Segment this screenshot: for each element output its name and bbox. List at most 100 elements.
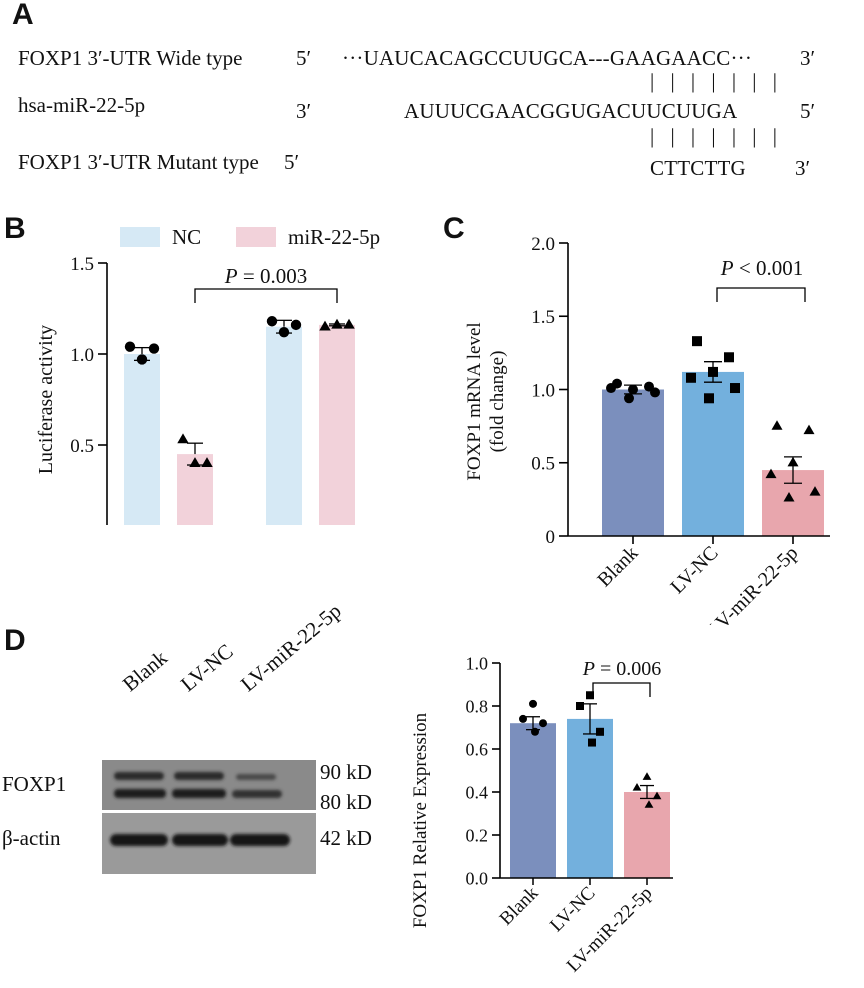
wildtype-sequence: ···UAUCACAGCCUUGCA---GAAGAACC··· xyxy=(342,46,753,70)
marker-90kd: 90 kD xyxy=(320,760,372,784)
data-point xyxy=(644,800,654,808)
mirna-sequence: AUUUCGAACGGUGACUUCUUGA xyxy=(404,99,738,123)
data-point xyxy=(730,383,740,394)
data-point xyxy=(632,782,642,791)
panel-d-letter: D xyxy=(4,624,26,657)
data-point xyxy=(266,316,278,327)
bar-NC-Mut xyxy=(266,326,302,525)
data-point xyxy=(704,393,714,404)
chart-b: 00.51.01.5WTMutLuciferase activityNCmiR-… xyxy=(35,225,380,525)
marker-80kd: 80 kD xyxy=(320,790,372,814)
y-tick-label: 0.0 xyxy=(466,868,489,888)
data-point xyxy=(189,457,201,467)
data-point xyxy=(606,383,616,394)
y-tick-label: 0 xyxy=(546,527,556,548)
mirna-3prime: 3′ xyxy=(296,99,312,123)
bar-miR-22-5p-Mut xyxy=(319,324,355,525)
y-tick-label: 1.0 xyxy=(70,345,94,366)
y-axis-label-line1: FOXP1 mRNA level xyxy=(464,322,485,480)
data-point xyxy=(576,702,584,710)
y-tick-label: 0.6 xyxy=(466,739,489,759)
panel-a-letter: A xyxy=(12,0,34,31)
y-tick-label: 1.5 xyxy=(531,307,555,328)
blot-row-foxp1: FOXP1 xyxy=(2,772,67,796)
data-point xyxy=(771,420,783,430)
p-value-label: P = 0.003 xyxy=(224,264,307,288)
p-value-label: P = 0.006 xyxy=(582,658,662,680)
data-point xyxy=(650,387,660,398)
data-point xyxy=(531,727,539,736)
lane-label-lv-nc: LV-NC xyxy=(175,639,238,697)
wildtype-5prime: 5′ xyxy=(296,46,312,70)
data-point xyxy=(519,714,527,723)
mirna-5prime: 5′ xyxy=(800,99,816,123)
panel-c-letter: C xyxy=(443,212,465,245)
y-tick-label: 0.5 xyxy=(531,454,555,475)
mutant-label: FOXP1 3′-UTR Mutant type xyxy=(18,150,259,174)
y-tick-label: 1.5 xyxy=(70,254,94,275)
bar-Blank xyxy=(602,389,664,536)
y-tick-label: 0.4 xyxy=(466,782,489,802)
y-tick-label: 0.5 xyxy=(70,436,94,457)
blot-row-actin: β-actin xyxy=(2,826,61,850)
chart-d: Blank LV-NCLV-miR-22-5p0.00.20.40.60.81.0… xyxy=(410,653,673,976)
actin-bands xyxy=(110,834,290,846)
wildtype-label: FOXP1 3′-UTR Wide type xyxy=(18,46,243,70)
data-point xyxy=(686,372,696,383)
mutant-5prime: 5′ xyxy=(284,150,300,174)
significance-bracket xyxy=(194,288,338,303)
marker-42kd: 42 kD xyxy=(320,826,372,850)
foxp1-bands xyxy=(114,772,282,798)
data-point xyxy=(539,719,547,728)
y-axis-label: Luciferase activity xyxy=(35,325,57,474)
significance-bracket xyxy=(716,287,806,302)
y-tick-label: 1.0 xyxy=(531,380,555,401)
data-point xyxy=(201,457,213,467)
legend-label-NC: NC xyxy=(172,225,201,249)
y-tick-label: 0.8 xyxy=(466,696,489,716)
data-point xyxy=(765,468,777,479)
data-point xyxy=(708,366,718,377)
legend-label-miR-22-5p: miR-22-5p xyxy=(288,225,380,249)
pairing-bottom: | | | | | | | xyxy=(650,124,783,148)
y-axis-label: FOXP1 Relative Expression xyxy=(410,712,431,928)
y-tick-label: 0.2 xyxy=(466,825,489,845)
y-axis-label-line2: (fold change) xyxy=(487,351,508,453)
legend-swatch-NC xyxy=(120,227,160,247)
data-point xyxy=(331,318,343,329)
y-tick-label: 2.0 xyxy=(531,234,555,255)
legend-swatch-miR-22-5p xyxy=(236,227,276,247)
data-point xyxy=(529,699,537,708)
data-point xyxy=(278,326,290,338)
data-point xyxy=(783,492,795,502)
blot-image xyxy=(102,760,316,874)
significance-bracket xyxy=(592,682,651,697)
data-point xyxy=(642,772,652,780)
data-point xyxy=(692,336,702,347)
wildtype-3prime: 3′ xyxy=(800,46,816,70)
p-value-label: P < 0.001 xyxy=(720,256,803,280)
data-point xyxy=(652,791,662,800)
data-point xyxy=(290,319,302,331)
data-point xyxy=(803,424,815,435)
x-tick-label: Blank xyxy=(496,882,543,929)
data-point xyxy=(809,486,821,496)
pairing-top: | | | | | | | xyxy=(650,69,783,93)
data-point xyxy=(124,341,136,352)
bar-NC-WT xyxy=(124,354,160,525)
mutant-sequence: CTTCTTG xyxy=(650,156,746,180)
data-point xyxy=(787,456,799,467)
data-point xyxy=(724,352,734,363)
data-point xyxy=(588,738,596,747)
data-point xyxy=(177,433,189,444)
x-tick-label: LV-NC xyxy=(666,542,722,598)
panel-b-letter: B xyxy=(4,212,26,245)
lane-label-blank: Blank xyxy=(117,645,172,697)
x-tick-label: LV-NC xyxy=(546,883,599,936)
data-point xyxy=(148,343,160,354)
data-point xyxy=(596,727,604,736)
data-point xyxy=(319,320,331,331)
lane-label-lv-mir: LV-miR-22-5p xyxy=(235,598,346,697)
data-point xyxy=(136,354,148,365)
mutant-3prime: 3′ xyxy=(795,156,811,180)
